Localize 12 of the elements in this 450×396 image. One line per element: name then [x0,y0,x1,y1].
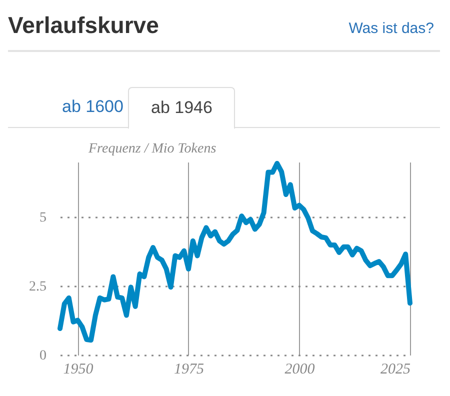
y-tick-label: 2.5 [29,280,46,295]
chart-title: Verlaufskurve [8,12,159,39]
y-tick-label: 5 [40,210,46,226]
x-tick-label: 2000 [284,362,316,378]
y-tick-label: 0 [40,348,46,364]
text: Was ist das? [348,20,434,37]
text: ab 1600 [61,96,124,118]
x-tick-label: 1975 [174,362,204,378]
x-tick-label: 1950 [63,362,94,378]
y-axis-title: Frequenz / Mio Tokens [88,142,217,156]
text: ab 1946 [128,87,236,129]
x-tick-label: 2025 [380,362,411,378]
